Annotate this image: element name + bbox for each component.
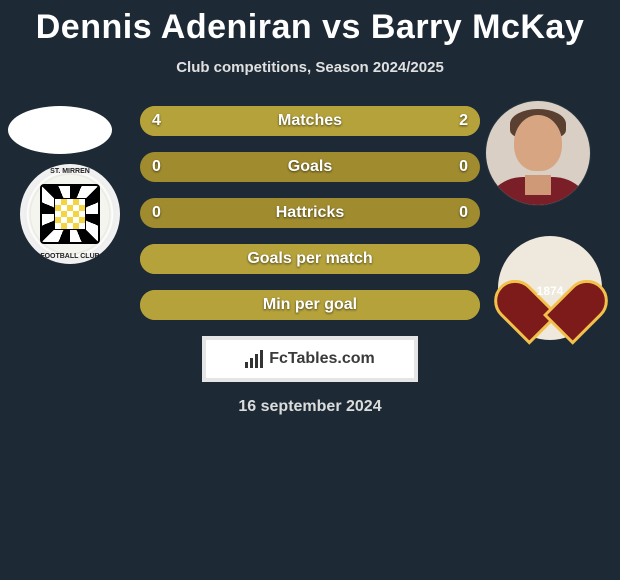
crest-left-bottom-text: FOOTBALL CLUB bbox=[20, 253, 120, 260]
stat-bars: 42Matches 00Goals 00Hattricks Goals per mat… bbox=[140, 106, 480, 320]
stat-label: Goals bbox=[140, 152, 480, 182]
stat-label: Goals per match bbox=[140, 244, 480, 274]
stat-row: 00Goals bbox=[140, 152, 480, 182]
stat-label: Min per goal bbox=[140, 290, 480, 320]
player-right-avatar bbox=[486, 101, 590, 205]
crest-left-top-text: ST. MIRREN bbox=[20, 168, 120, 175]
stat-label: Matches bbox=[140, 106, 480, 136]
subtitle: Club competitions, Season 2024/2025 bbox=[0, 59, 620, 76]
stat-row: 42Matches bbox=[140, 106, 480, 136]
comparison-panel: ST. MIRREN FOOTBALL CLUB 1874 42Matches 0… bbox=[0, 106, 620, 416]
crest-right-year: 1874 bbox=[537, 284, 564, 298]
crest-left-pattern bbox=[40, 184, 100, 244]
bar-chart-icon bbox=[245, 350, 263, 368]
date-label: 16 september 2024 bbox=[0, 398, 620, 416]
stat-row: Goals per match bbox=[140, 244, 480, 274]
watermark: FcTables.com bbox=[202, 336, 418, 382]
club-left-crest: ST. MIRREN FOOTBALL CLUB bbox=[20, 164, 120, 264]
page-title: Dennis Adeniran vs Barry McKay bbox=[0, 0, 620, 47]
stat-row: Min per goal bbox=[140, 290, 480, 320]
player-left-avatar bbox=[8, 106, 112, 154]
stat-row: 00Hattricks bbox=[140, 198, 480, 228]
club-right-crest: 1874 bbox=[498, 236, 602, 340]
stat-label: Hattricks bbox=[140, 198, 480, 228]
watermark-text: FcTables.com bbox=[269, 350, 375, 368]
